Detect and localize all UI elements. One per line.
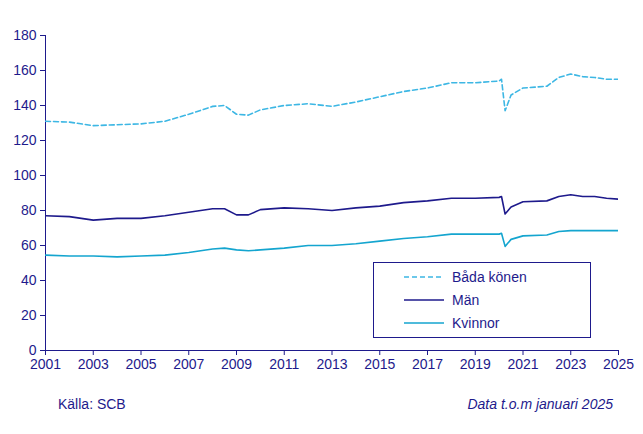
svg-text:160: 160 [13, 62, 37, 78]
svg-text:2021: 2021 [507, 356, 538, 372]
svg-text:80: 80 [21, 202, 37, 218]
svg-text:120: 120 [13, 132, 37, 148]
svg-text:100: 100 [13, 167, 37, 183]
svg-text:2007: 2007 [173, 356, 204, 372]
svg-text:2005: 2005 [125, 356, 156, 372]
svg-text:2023: 2023 [555, 356, 586, 372]
svg-text:140: 140 [13, 97, 37, 113]
svg-text:0: 0 [29, 342, 37, 358]
html-text:Båda könen: Båda könen [452, 268, 527, 285]
svg-text:60: 60 [21, 237, 37, 253]
svg-text:2001: 2001 [30, 356, 61, 372]
html-text:Män: Män [452, 291, 480, 308]
svg-text:2003: 2003 [78, 356, 109, 372]
svg-text:180: 180 [13, 27, 37, 43]
svg-text:2019: 2019 [460, 356, 491, 372]
svg-text:2009: 2009 [221, 356, 252, 372]
html-text:Data t.o.m januari 2025: Data t.o.m januari 2025 [467, 396, 613, 412]
svg-text:2025: 2025 [603, 356, 634, 372]
svg-text:2011: 2011 [269, 356, 299, 372]
html-text:Källa: SCB: Källa: SCB [58, 396, 126, 412]
svg-text:2017: 2017 [412, 356, 443, 372]
svg-text:40: 40 [21, 272, 37, 288]
svg-text:2013: 2013 [316, 356, 347, 372]
svg-text:2015: 2015 [364, 356, 395, 372]
html-text:Kvinnor: Kvinnor [452, 314, 500, 331]
svg-text:20: 20 [21, 307, 37, 323]
